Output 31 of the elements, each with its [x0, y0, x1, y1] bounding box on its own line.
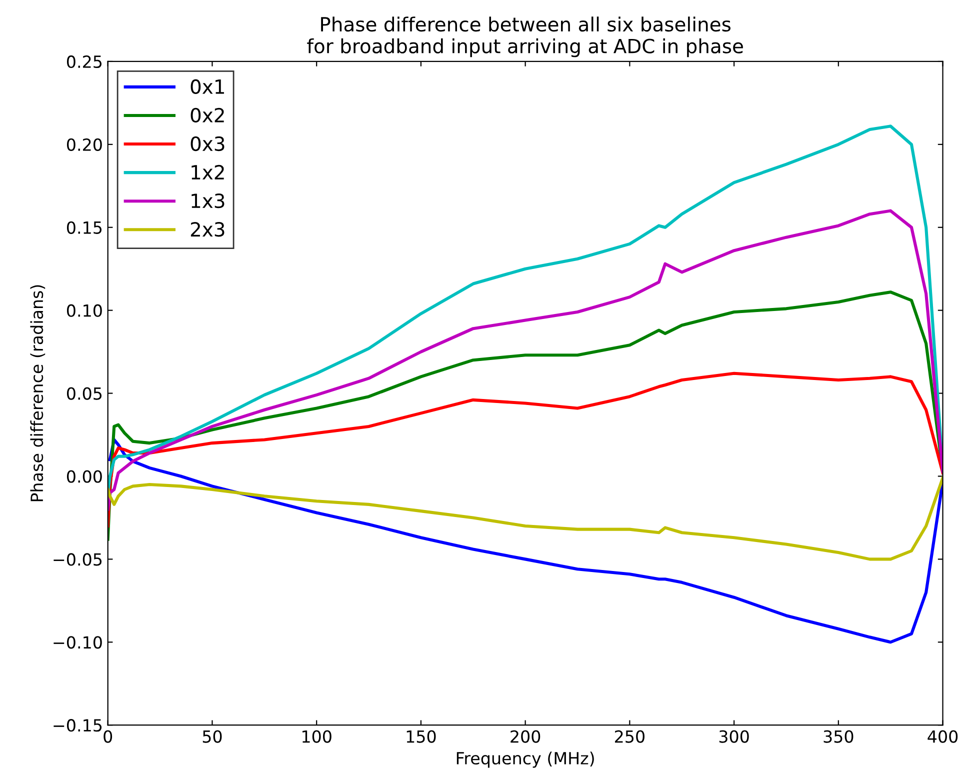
x-tick-label: 400: [928, 730, 958, 743]
chart-title: Phase difference between all six baselines for broadband input arriving at ADC in phase: [307, 16, 743, 58]
x-axis-title: Frequency (MHz): [456, 752, 594, 768]
y-tick-label: 0.15: [66, 221, 102, 234]
line-series: [108, 209, 943, 511]
x-tick-label: 0: [104, 730, 112, 743]
line-series: [108, 372, 943, 528]
x-tick-label: 50: [202, 730, 222, 743]
y-tick-label: 0.20: [66, 138, 102, 151]
y-tick-label: −0.15: [54, 719, 102, 732]
legend-label: 0x1: [190, 79, 224, 94]
y-tick-label: 0.10: [66, 304, 102, 317]
legend-label: 1x3: [192, 193, 224, 208]
y-tick-label: −0.05: [54, 553, 102, 566]
x-tick-label: 150: [406, 730, 436, 743]
line-series: [108, 476, 943, 561]
legend-label: 0x2: [190, 108, 224, 123]
legend-label: 1x2: [192, 164, 224, 180]
y-tick-label: 0.00: [66, 470, 102, 483]
y-tick-label: 0.05: [66, 387, 102, 400]
x-tick-label: 100: [302, 730, 332, 743]
legend-label: 2x3: [190, 222, 224, 237]
x-tick-label: 200: [510, 730, 540, 743]
x-tick-label: 250: [614, 730, 644, 743]
y-tick-label: 0.25: [66, 55, 102, 68]
x-tick-label: 350: [824, 730, 854, 743]
x-tick-label: 300: [719, 730, 749, 743]
y-tick-label: −0.10: [54, 636, 102, 649]
line-series: [108, 438, 943, 644]
y-axis-title: Phase difference (radians): [30, 285, 46, 502]
legend-label: 0x3: [190, 136, 224, 152]
